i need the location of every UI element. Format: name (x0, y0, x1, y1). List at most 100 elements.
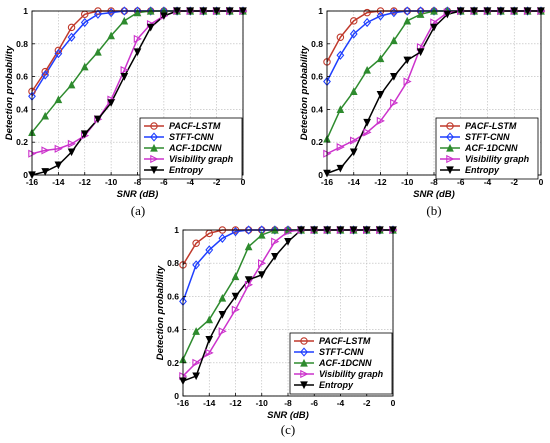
data-point-stft-cnn (67, 32, 76, 42)
data-point-stft-cnn (349, 29, 358, 39)
data-point-acf-1dcnn (416, 10, 425, 18)
x-tick-label: -10 (105, 177, 118, 187)
data-point-stft-cnn (376, 11, 385, 21)
y-tick-label: 0.6 (167, 291, 179, 301)
x-tick-label: -10 (256, 398, 269, 408)
legend-label-stft-cnn: STFT-CNN (465, 132, 510, 142)
panel-caption: (a) (131, 203, 145, 218)
data-point-acf-1dcnn (218, 293, 227, 302)
data-point-entropy (231, 292, 240, 301)
data-point-acf-1dcnn (231, 272, 240, 281)
data-point-acf-1dcnn (390, 36, 398, 45)
legend-marker-stft-cnn (446, 132, 454, 142)
y-tick-label: 0.8 (311, 39, 323, 49)
data-point-entropy (205, 335, 214, 344)
data-point-stft-cnn (41, 70, 50, 80)
y-tick-label: 0.2 (167, 358, 179, 368)
data-point-pacf-lstm (67, 23, 76, 32)
x-axis-label: SNR (dB) (267, 410, 309, 421)
y-tick-label: 0.2 (311, 137, 323, 147)
data-point-visibility-graph (363, 128, 372, 137)
data-point-visibility-graph (133, 34, 142, 43)
data-point-entropy (107, 99, 115, 107)
data-point-acf-1dcnn (94, 47, 102, 56)
legend-label-visibility-graph: Visibility graph (319, 369, 384, 379)
x-tick-label: -14 (52, 177, 65, 187)
legend-marker-pacf-lstm (150, 122, 158, 130)
x-tick-label: -12 (79, 177, 92, 187)
data-point-entropy (416, 48, 425, 57)
x-tick-label: -16 (26, 177, 39, 187)
data-point-acf-1dcnn (133, 8, 142, 17)
legend-marker-visibility-graph (446, 154, 455, 164)
x-tick-label: -12 (229, 398, 242, 408)
data-point-visibility-graph (403, 77, 412, 86)
legend-marker-acf-1dcnn (446, 143, 454, 152)
x-tick-label: -6 (310, 398, 318, 408)
legend-marker-acf-1dcnn (300, 358, 308, 367)
data-point-acf-1dcnn (205, 315, 214, 324)
legend-marker-entropy (150, 166, 158, 175)
legend-label-visibility-graph: Visibility graph (465, 154, 530, 164)
data-point-visibility-graph (67, 139, 76, 148)
y-tick-label: 1 (318, 6, 323, 16)
data-point-entropy (218, 311, 227, 319)
data-point-pacf-lstm (336, 33, 345, 41)
legend-label-stft-cnn: STFT-CNN (319, 347, 364, 357)
data-point-visibility-graph (390, 98, 399, 107)
data-point-stft-cnn (205, 245, 214, 255)
data-point-stft-cnn (270, 225, 279, 235)
data-point-stft-cnn (54, 48, 63, 59)
y-tick-label: 0.4 (311, 104, 323, 114)
data-point-entropy (94, 115, 102, 124)
data-point-entropy (80, 130, 89, 139)
x-tick-label: -14 (203, 398, 216, 408)
data-point-acf-1dcnn (120, 16, 129, 25)
data-point-entropy (390, 73, 398, 81)
data-point-pacf-lstm (192, 239, 200, 248)
data-point-visibility-graph (376, 116, 385, 125)
data-point-acf-1dcnn (192, 327, 200, 335)
data-point-entropy (271, 252, 279, 261)
legend-label-acf-1dcnn: ACF-1DCNN (318, 358, 372, 368)
data-point-visibility-graph (218, 327, 227, 336)
panel-c: -16 -14 -12 -10 -8 -6 -4 -2 0 0 0.2 0.4 0.6 0.8 1 SNR (… (155, 225, 398, 437)
data-point-visibility-graph (271, 237, 280, 246)
data-point-acf-1dcnn (257, 230, 266, 239)
data-point-stft-cnn (336, 50, 345, 60)
data-point-visibility-graph (231, 305, 240, 314)
x-tick-label: -4 (186, 177, 194, 187)
y-tick-label: 0.8 (16, 39, 28, 49)
panel-b: -16 -14 -12 -10 -8 -6 -4 -2 0 0 0.2 0.4 0.6 0.8 1 SNR (… (299, 6, 546, 218)
data-point-entropy (192, 372, 200, 381)
data-point-entropy (133, 48, 142, 57)
legend-marker-visibility-graph (300, 369, 309, 379)
legend-label-pacf-lstm: PACF-LSTM (465, 121, 517, 131)
legend-marker-visibility-graph (150, 154, 159, 164)
x-tick-label: -8 (284, 398, 292, 408)
x-tick-label: 0 (241, 177, 246, 187)
x-tick-label: 0 (391, 398, 396, 408)
data-point-visibility-graph (257, 259, 267, 268)
data-point-entropy (244, 276, 253, 284)
legend-label-pacf-lstm: PACF-LSTM (319, 336, 371, 346)
y-tick-label: 0 (318, 170, 323, 180)
data-point-acf-1dcnn (336, 105, 345, 113)
legend-label-acf-1dcnn: ACF-1DCNN (464, 143, 518, 153)
data-point-entropy (403, 56, 412, 65)
legend-label-acf-1dcnn: ACF-1DCNN (168, 143, 222, 153)
legend-marker-entropy (446, 166, 454, 175)
y-tick-label: 0.4 (167, 325, 179, 335)
data-point-visibility-graph (336, 143, 345, 152)
data-point-stft-cnn (430, 6, 438, 16)
x-tick-label: -14 (348, 177, 361, 187)
data-point-stft-cnn (120, 6, 129, 16)
x-tick-label: -16 (321, 177, 334, 187)
data-point-acf-1dcnn (80, 62, 89, 71)
y-tick-label: 1 (23, 6, 28, 16)
x-tick-label: -6 (457, 177, 465, 187)
data-point-stft-cnn (218, 233, 227, 243)
y-tick-label: 0.6 (311, 72, 323, 82)
legend-marker-pacf-lstm (300, 337, 308, 345)
data-point-visibility-graph (54, 144, 63, 153)
